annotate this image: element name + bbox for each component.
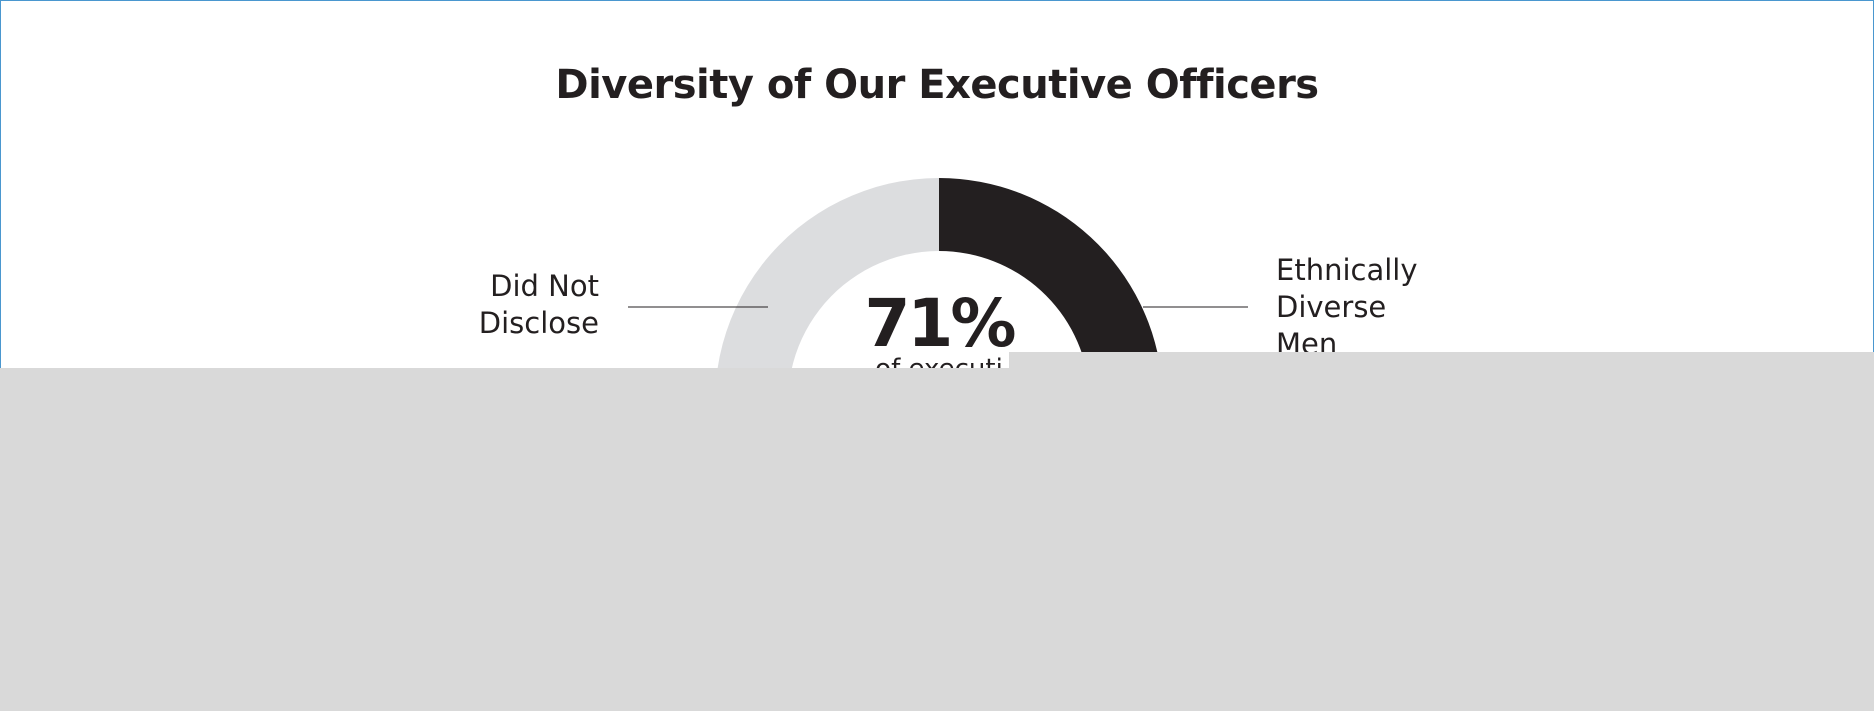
label-line: Disclose	[478, 306, 599, 340]
label-ethnically-diverse-men: Ethnically Diverse Men	[1276, 252, 1418, 363]
label-line: Did Not	[490, 269, 599, 303]
occluding-panel	[0, 368, 1874, 711]
occluding-panel	[1009, 352, 1874, 372]
label-did-not-disclose: Did Not Disclose	[479, 268, 599, 342]
center-percentage: 71%	[864, 285, 1017, 362]
label-line: Ethnically	[1276, 253, 1418, 287]
label-line: Diverse	[1276, 290, 1387, 324]
chart-title: Diversity of Our Executive Officers	[555, 62, 1319, 108]
